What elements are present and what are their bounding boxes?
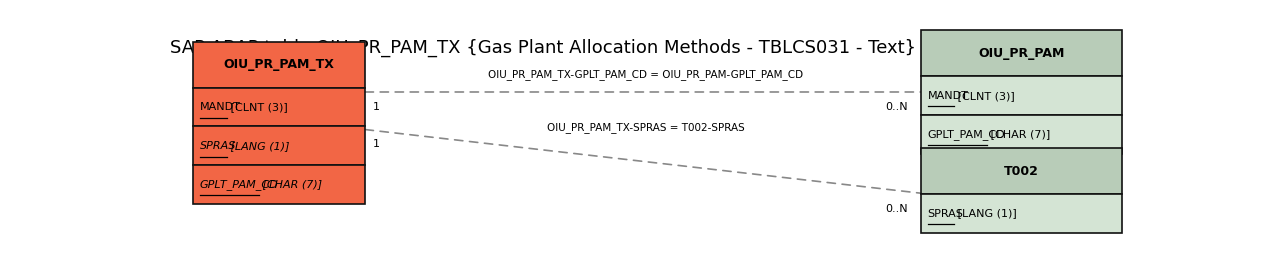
Text: SPRAS: SPRAS — [201, 141, 236, 151]
Text: OIU_PR_PAM: OIU_PR_PAM — [978, 47, 1065, 60]
FancyBboxPatch shape — [921, 194, 1123, 233]
FancyBboxPatch shape — [193, 88, 365, 126]
Text: [LANG (1)]: [LANG (1)] — [954, 209, 1018, 218]
Text: OIU_PR_PAM_TX: OIU_PR_PAM_TX — [223, 58, 335, 71]
Text: 0..N: 0..N — [886, 102, 909, 112]
FancyBboxPatch shape — [921, 148, 1123, 194]
Text: GPLT_PAM_CD: GPLT_PAM_CD — [928, 129, 1005, 140]
Text: [CLNT (3)]: [CLNT (3)] — [227, 102, 288, 112]
Text: T002: T002 — [1004, 165, 1039, 178]
Text: [CLNT (3)]: [CLNT (3)] — [954, 91, 1015, 101]
Text: SPRAS: SPRAS — [928, 209, 963, 218]
FancyBboxPatch shape — [921, 30, 1123, 76]
Text: 1: 1 — [373, 139, 379, 149]
FancyBboxPatch shape — [193, 42, 365, 88]
Text: OIU_PR_PAM_TX-GPLT_PAM_CD = OIU_PR_PAM-GPLT_PAM_CD: OIU_PR_PAM_TX-GPLT_PAM_CD = OIU_PR_PAM-G… — [487, 69, 803, 80]
Text: OIU_PR_PAM_TX-SPRAS = T002-SPRAS: OIU_PR_PAM_TX-SPRAS = T002-SPRAS — [547, 122, 745, 133]
FancyBboxPatch shape — [193, 165, 365, 204]
Text: [LANG (1)]: [LANG (1)] — [227, 141, 289, 151]
Text: MANDT: MANDT — [928, 91, 968, 101]
FancyBboxPatch shape — [921, 76, 1123, 115]
FancyBboxPatch shape — [193, 126, 365, 165]
Text: 0..N: 0..N — [886, 204, 909, 214]
FancyBboxPatch shape — [921, 115, 1123, 154]
Text: GPLT_PAM_CD: GPLT_PAM_CD — [201, 179, 279, 190]
Text: SAP ABAP table OIU_PR_PAM_TX {Gas Plant Allocation Methods - TBLCS031 - Text}: SAP ABAP table OIU_PR_PAM_TX {Gas Plant … — [170, 39, 916, 57]
Text: 1: 1 — [373, 102, 379, 112]
Text: [CHAR (7)]: [CHAR (7)] — [986, 129, 1049, 139]
Text: [CHAR (7)]: [CHAR (7)] — [259, 179, 322, 189]
Text: MANDT: MANDT — [201, 102, 241, 112]
